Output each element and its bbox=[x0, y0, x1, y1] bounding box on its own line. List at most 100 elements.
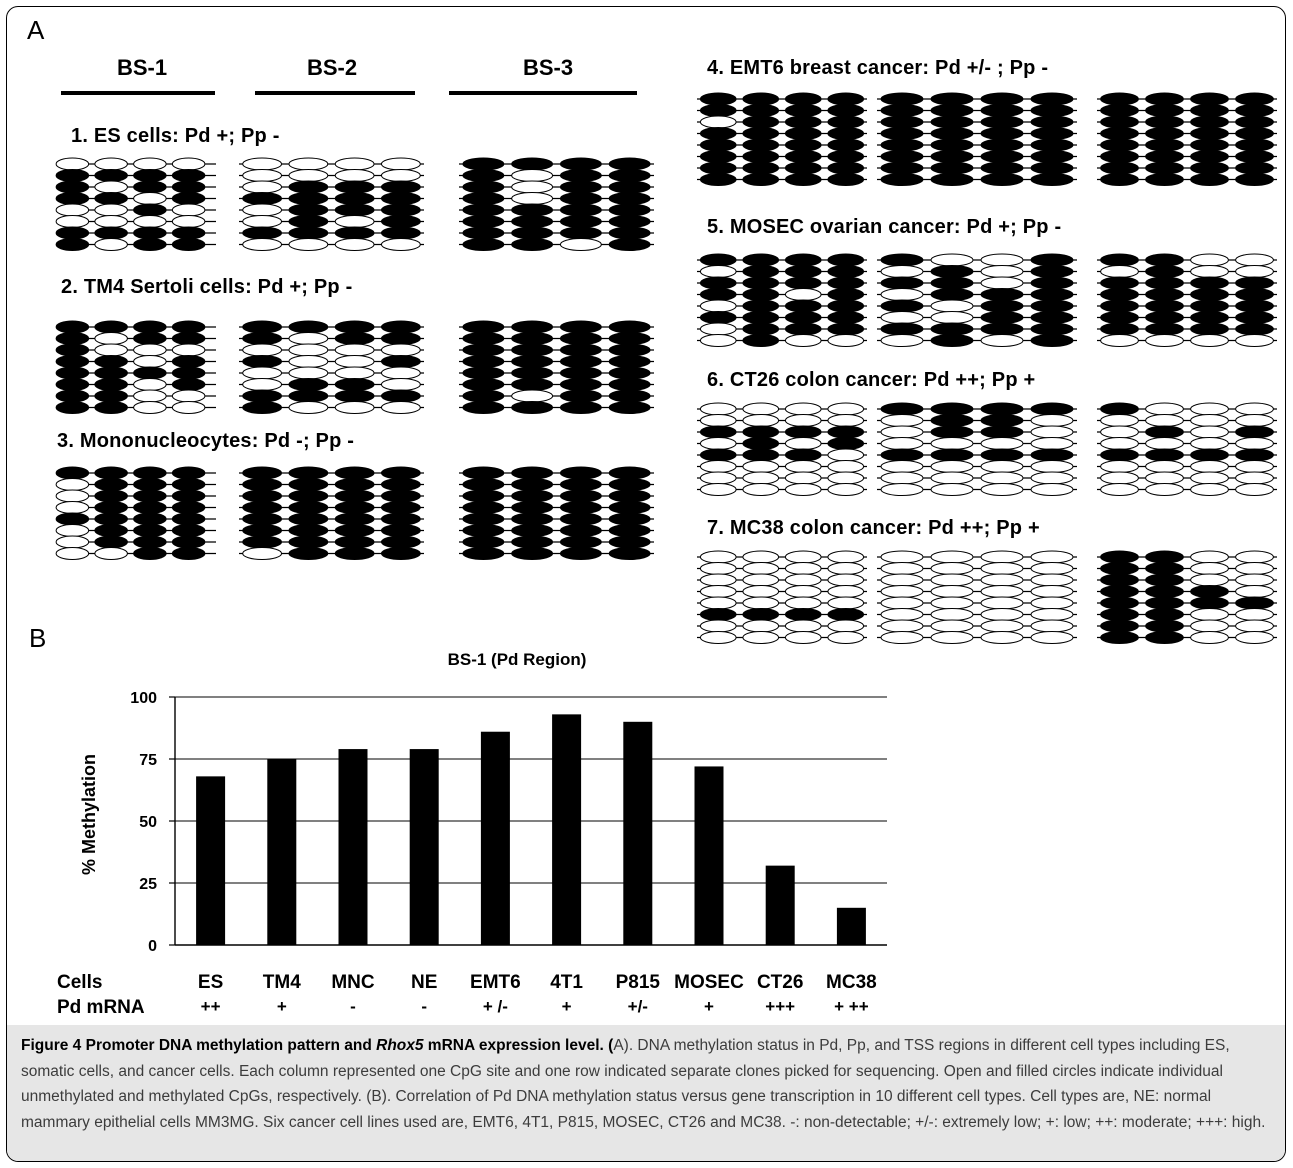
methylated-cpg bbox=[699, 173, 737, 186]
methylated-cpg bbox=[380, 466, 421, 480]
methylated-cpg bbox=[742, 115, 780, 129]
methylated-cpg bbox=[608, 157, 651, 171]
methylated-cpg bbox=[608, 535, 651, 549]
methylated-cpg bbox=[784, 138, 822, 152]
methylated-cpg bbox=[742, 104, 780, 117]
unmethylated-cpg bbox=[1030, 437, 1074, 450]
unmethylated-cpg bbox=[980, 596, 1024, 610]
methylated-cpg bbox=[699, 311, 737, 324]
methylated-cpg bbox=[608, 547, 651, 560]
methylated-cpg bbox=[462, 169, 505, 182]
unmethylated-cpg bbox=[133, 215, 167, 228]
lollipop-block bbox=[55, 320, 216, 414]
methylated-cpg bbox=[742, 425, 780, 439]
bar-tm4 bbox=[267, 759, 297, 945]
unmethylated-cpg bbox=[1145, 414, 1184, 427]
unmethylated-cpg bbox=[94, 238, 128, 251]
methylated-cpg bbox=[608, 466, 651, 480]
methylated-cpg bbox=[380, 524, 421, 537]
methylated-cpg bbox=[511, 343, 554, 357]
unmethylated-cpg bbox=[742, 596, 780, 610]
methylated-cpg bbox=[1145, 104, 1184, 117]
methylated-cpg bbox=[1100, 104, 1139, 117]
methylated-cpg bbox=[242, 401, 283, 414]
caption-title-gene: Rhox5 bbox=[376, 1037, 424, 1054]
bs3-rule bbox=[449, 91, 637, 95]
unmethylated-cpg bbox=[980, 471, 1024, 485]
methylated-cpg bbox=[930, 276, 974, 290]
unmethylated-cpg bbox=[94, 547, 128, 560]
sample-title-es: 1. ES cells: Pd +; Pp - bbox=[71, 125, 280, 147]
methylated-cpg bbox=[1235, 299, 1274, 313]
methylated-cpg bbox=[1235, 115, 1274, 129]
methylated-cpg bbox=[1145, 550, 1184, 564]
pd-mrna-level: + bbox=[561, 997, 572, 1016]
methylated-cpg bbox=[1030, 127, 1074, 140]
lollipop-block bbox=[697, 253, 867, 347]
methylated-cpg bbox=[133, 466, 167, 480]
bs1-header: BS-1 bbox=[116, 55, 168, 80]
methylated-cpg bbox=[242, 535, 283, 549]
unmethylated-cpg bbox=[699, 585, 737, 598]
methylated-cpg bbox=[133, 512, 167, 526]
methylated-cpg bbox=[94, 524, 128, 537]
unmethylated-cpg bbox=[1190, 414, 1229, 427]
methylated-cpg bbox=[1145, 161, 1184, 175]
unmethylated-cpg bbox=[55, 489, 90, 503]
unmethylated-cpg bbox=[784, 334, 822, 347]
methylated-cpg bbox=[1235, 104, 1274, 117]
methylated-cpg bbox=[242, 478, 283, 491]
unmethylated-cpg bbox=[784, 483, 822, 496]
bs3-header: BS-3 bbox=[522, 55, 574, 80]
cell-type-label: MNC bbox=[331, 972, 375, 993]
unmethylated-cpg bbox=[133, 389, 167, 403]
unmethylated-cpg bbox=[784, 619, 822, 633]
methylated-cpg bbox=[1145, 311, 1184, 324]
methylated-cpg bbox=[608, 366, 651, 380]
pd-mrna-level: - bbox=[350, 997, 356, 1016]
methylated-cpg bbox=[1190, 585, 1229, 598]
methylated-cpg bbox=[94, 389, 128, 403]
unmethylated-cpg bbox=[133, 355, 167, 368]
unmethylated-cpg bbox=[827, 448, 865, 462]
unmethylated-cpg bbox=[980, 608, 1024, 621]
methylated-cpg bbox=[1145, 562, 1184, 575]
methylated-cpg bbox=[1235, 161, 1274, 175]
unmethylated-cpg bbox=[827, 585, 865, 598]
unmethylated-cpg bbox=[94, 332, 128, 345]
unmethylated-cpg bbox=[980, 619, 1024, 633]
unmethylated-cpg bbox=[880, 265, 924, 278]
unmethylated-cpg bbox=[133, 157, 167, 171]
methylated-cpg bbox=[930, 402, 974, 416]
methylated-cpg bbox=[930, 173, 974, 186]
unmethylated-cpg bbox=[742, 619, 780, 633]
unmethylated-cpg bbox=[242, 238, 283, 251]
unmethylated-cpg bbox=[1235, 437, 1274, 450]
unmethylated-cpg bbox=[1030, 550, 1074, 564]
unmethylated-cpg bbox=[380, 378, 421, 391]
methylated-cpg bbox=[1190, 173, 1229, 186]
unmethylated-cpg bbox=[1190, 573, 1229, 587]
methylated-cpg bbox=[133, 238, 167, 251]
methylated-cpg bbox=[288, 547, 329, 560]
methylated-cpg bbox=[784, 265, 822, 278]
methylated-cpg bbox=[288, 378, 329, 391]
methylated-cpg bbox=[880, 104, 924, 117]
unmethylated-cpg bbox=[880, 608, 924, 621]
methylated-cpg bbox=[1100, 276, 1139, 290]
methylated-cpg bbox=[559, 203, 602, 217]
unmethylated-cpg bbox=[699, 550, 737, 564]
methylated-cpg bbox=[742, 138, 780, 152]
methylated-cpg bbox=[699, 150, 737, 163]
unmethylated-cpg bbox=[699, 596, 737, 610]
methylated-cpg bbox=[94, 378, 128, 391]
methylated-cpg bbox=[827, 253, 865, 267]
methylated-cpg bbox=[462, 389, 505, 403]
methylated-cpg bbox=[94, 501, 128, 514]
methylated-cpg bbox=[334, 547, 375, 560]
unmethylated-cpg bbox=[1100, 425, 1139, 439]
lollipop-block bbox=[459, 157, 654, 251]
methylated-cpg bbox=[171, 169, 206, 182]
methylated-cpg bbox=[94, 512, 128, 526]
caption-title-part1: Promoter DNA methylation pattern and bbox=[85, 1037, 377, 1054]
